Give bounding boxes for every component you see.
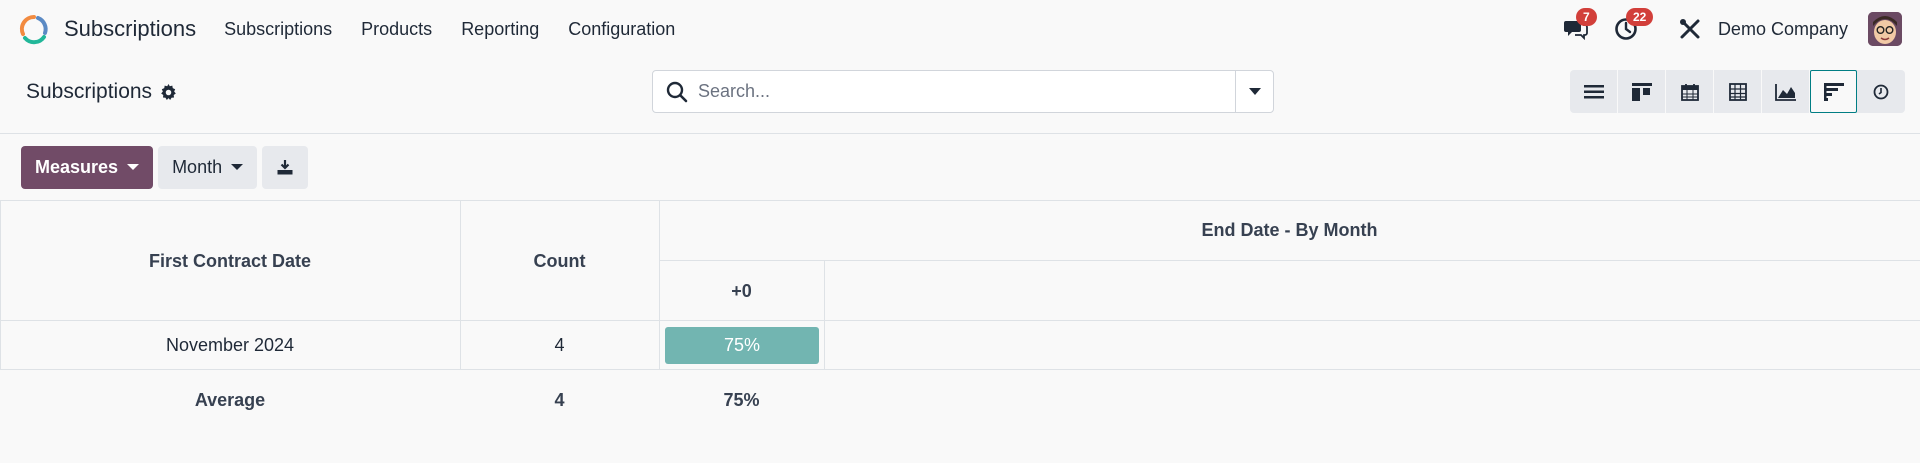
top-navbar: Subscriptions Subscriptions Products Rep…: [0, 0, 1920, 58]
pivot-icon: [1728, 82, 1747, 101]
view-graph-button[interactable]: [1762, 70, 1810, 113]
breadcrumb: Subscriptions: [26, 80, 177, 104]
table-row[interactable]: November 2024 4 75%: [0, 321, 1920, 370]
row-count: 4: [554, 335, 565, 355]
menu-reporting[interactable]: Reporting: [461, 18, 540, 39]
view-calendar-button[interactable]: [1666, 70, 1714, 113]
calendar-icon: [1680, 83, 1699, 101]
view-cohort-button[interactable]: [1810, 70, 1857, 113]
group-header-end-date: End Date - By Month: [1201, 220, 1378, 240]
cohort-icon: [1823, 82, 1844, 101]
gear-icon: [161, 83, 176, 100]
search-bar: [652, 70, 1274, 113]
count-header: Count: [533, 251, 586, 271]
menu-subscriptions[interactable]: Subscriptions: [224, 18, 333, 39]
subscriptions-app-icon[interactable]: [18, 13, 50, 45]
view-activity-button[interactable]: [1857, 70, 1905, 113]
table-header: First Contract Date Count End Date - By …: [0, 200, 1920, 322]
search-icon: [666, 81, 688, 103]
app-name[interactable]: Subscriptions: [64, 16, 197, 41]
messages-badge: 7: [1575, 8, 1597, 26]
interval-label: Month: [172, 156, 223, 177]
kanban-icon: [1631, 82, 1652, 101]
user-avatar[interactable]: [1868, 12, 1902, 46]
control-panel: Subscriptions: [0, 58, 1920, 134]
main-menu: Subscriptions Products Reporting Configu…: [224, 19, 704, 40]
caret-down-icon: [231, 164, 244, 170]
view-list-button[interactable]: [1570, 70, 1618, 113]
average-count: 4: [554, 389, 565, 410]
average-label: Average: [194, 389, 266, 410]
cohort-cell[interactable]: 75%: [665, 327, 819, 364]
row-label: November 2024: [165, 335, 295, 355]
cohort-table: First Contract Date Count End Date - By …: [0, 200, 1920, 430]
debug-tools-button[interactable]: [1676, 15, 1704, 43]
row-header-first-contract-date: First Contract Date: [148, 251, 312, 271]
activity-icon: [1873, 84, 1889, 99]
tools-icon: [1679, 19, 1700, 39]
company-switcher[interactable]: Demo Company: [1717, 18, 1848, 39]
messages-button[interactable]: 7: [1562, 8, 1597, 43]
measures-label: Measures: [35, 156, 119, 177]
avatar-face-icon: [1868, 12, 1902, 46]
download-button[interactable]: [262, 145, 309, 189]
activities-badge: 22: [1625, 8, 1654, 26]
graph-icon: [1774, 83, 1796, 101]
average-row: Average 4 75%: [0, 370, 1920, 430]
average-value: 75%: [723, 389, 760, 410]
view-pivot-button[interactable]: [1714, 70, 1762, 113]
page-title: Subscriptions: [26, 80, 153, 103]
caret-down-icon: [1248, 88, 1261, 95]
download-icon: [277, 160, 293, 175]
systray: 7 22 Demo Company: [1562, 0, 1902, 58]
view-kanban-button[interactable]: [1618, 70, 1666, 113]
search-input[interactable]: [698, 71, 1235, 112]
menu-configuration[interactable]: Configuration: [568, 18, 676, 39]
interval-dropdown[interactable]: Month: [158, 145, 258, 189]
actions-gear-button[interactable]: [160, 83, 177, 101]
interval-header: +0: [731, 280, 752, 301]
view-switcher: [1570, 70, 1905, 113]
cohort-toolbar: Measures Month: [0, 134, 1920, 200]
activities-button[interactable]: 22: [1612, 8, 1654, 43]
caret-down-icon: [127, 164, 140, 170]
search-options-toggle[interactable]: [1235, 71, 1273, 112]
menu-products[interactable]: Products: [361, 18, 433, 39]
brand: Subscriptions: [18, 13, 224, 45]
list-icon: [1583, 84, 1604, 98]
measures-dropdown[interactable]: Measures: [21, 145, 154, 189]
